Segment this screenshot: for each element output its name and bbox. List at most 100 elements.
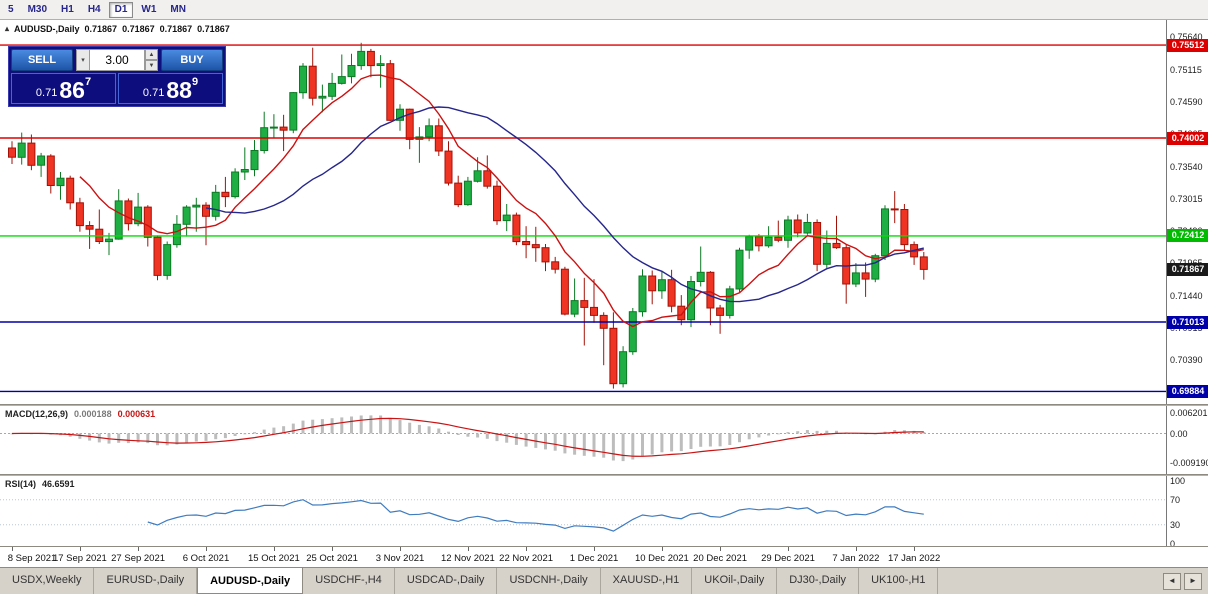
buy-price-display[interactable]: 0.71 88 9 (118, 73, 223, 104)
date-tick (138, 547, 140, 551)
chart-tab-dj30[interactable]: DJ30-,Daily (777, 568, 860, 594)
tab-scroll-controls: ◄ ► (1163, 568, 1208, 594)
rsi-value: 46.6591 (42, 479, 75, 489)
macd-indicator-chart[interactable] (0, 406, 1166, 474)
chart-tab-eurusd[interactable]: EURUSD-,Daily (94, 568, 198, 594)
timeframe-button-h4[interactable]: H4 (82, 2, 107, 18)
price-level-badge: 0.72412 (1167, 229, 1208, 243)
macd-header: MACD(12,26,9) 0.000188 0.000631 (5, 409, 155, 419)
price-axis-label: 0.70390 (1170, 355, 1203, 366)
timeframe-button-d1[interactable]: D1 (108, 1, 134, 18)
macd-label: MACD(12,26,9) (5, 409, 69, 419)
date-label: 12 Nov 2021 (440, 553, 495, 564)
timeframe-button-w1[interactable]: W1 (135, 2, 162, 18)
price-axis-label: 0.75640 (1170, 32, 1203, 43)
symbol-label: AUDUSD-,Daily (14, 24, 80, 34)
buy-price-big: 88 (166, 77, 192, 103)
date-tick (855, 547, 857, 551)
price-level-badge: 0.69884 (1167, 384, 1208, 398)
chart-tab-usdchf[interactable]: USDCHF-,H4 (303, 568, 395, 594)
date-label: 17 Sep 2021 (52, 553, 107, 564)
chart-tab-usdcnh[interactable]: USDCNH-,Daily (497, 568, 601, 594)
one-click-trade-panel: SELL ▾ 3.00 ▲ ▼ BUY 0.71 86 7 0.71 88 9 (8, 46, 226, 107)
date-label: 7 Jan 2022 (832, 553, 880, 564)
price-level-badge: 0.71867 (1167, 262, 1208, 276)
ohlc-high: 0.71867 (122, 24, 155, 34)
date-label: 6 Oct 2021 (182, 553, 230, 564)
date-label: 27 Sep 2021 (111, 553, 166, 564)
tabs-scroll-right-button[interactable]: ► (1184, 572, 1202, 590)
date-label: 10 Dec 2021 (634, 553, 689, 564)
ohlc-close: 0.71867 (197, 24, 230, 34)
sell-button[interactable]: SELL (11, 49, 73, 71)
date-label: 20 Dec 2021 (693, 553, 748, 564)
sell-price-sup: 7 (84, 76, 92, 88)
date-label: 22 Nov 2021 (499, 553, 554, 564)
date-tick (788, 547, 789, 551)
date-tick (720, 547, 722, 551)
date-tick (467, 547, 469, 551)
tabs-scroll-left-button[interactable]: ◄ (1163, 572, 1181, 590)
timeframe-button-m30[interactable]: M30 (22, 2, 53, 18)
date-tick (661, 547, 663, 551)
rsi-axis-label: 30 (1170, 519, 1181, 530)
macd-signal-value: 0.000631 (117, 409, 156, 419)
timeframe-button-mn[interactable]: MN (164, 2, 192, 18)
price-axis-label: 0.75115 (1170, 64, 1202, 75)
macd-axis-label: 0.006201 (1170, 408, 1208, 419)
rsi-axis-label: 100 (1170, 476, 1186, 486)
price-axis[interactable]: 0.756400.751150.745900.740650.735400.730… (1166, 20, 1208, 549)
panel-separator[interactable] (0, 474, 1208, 476)
chart-tab-ukoil[interactable]: UKOil-,Daily (692, 568, 778, 594)
rsi-indicator-chart[interactable] (0, 476, 1166, 546)
rsi-axis-label: 70 (1170, 494, 1181, 505)
timeframe-toolbar: 5 M30 H1 H4 D1 W1 MN (0, 0, 1208, 20)
date-tick (206, 547, 207, 551)
lot-size-input[interactable]: 3.00 (90, 49, 145, 71)
chart-tab-usdx[interactable]: USDX,Weekly (0, 568, 95, 594)
price-level-badge: 0.74002 (1167, 131, 1208, 145)
date-label: 3 Nov 2021 (375, 553, 425, 564)
price-axis-label: 0.73540 (1170, 161, 1203, 172)
chart-tab-uk100[interactable]: UK100-,H1 (859, 568, 939, 594)
collapse-icon[interactable]: ▴ (5, 24, 10, 33)
macd-axis-label: 0.00 (1170, 428, 1188, 439)
rsi-canvas[interactable] (0, 476, 1166, 546)
date-tick (273, 547, 275, 551)
date-label: 1 Dec 2021 (569, 553, 619, 564)
price-level-badge: 0.71013 (1167, 315, 1208, 329)
rsi-indicator-panel[interactable]: RSI(14) 46.6591 (0, 476, 1166, 546)
panel-separator (0, 546, 1208, 547)
date-label: 15 Oct 2021 (248, 553, 300, 564)
price-axis-label: 0.73015 (1170, 193, 1203, 204)
chart-ohlc-header: ▴ AUDUSD-,Daily 0.71867 0.71867 0.71867 … (5, 24, 230, 34)
lot-dropdown-button[interactable]: ▾ (76, 49, 90, 71)
chart-tab-xauusd[interactable]: XAUUSD-,H1 (601, 568, 693, 594)
lot-decrease-button[interactable]: ▼ (145, 60, 158, 71)
panel-separator[interactable] (0, 404, 1208, 406)
date-tick (12, 547, 13, 551)
buy-button[interactable]: BUY (161, 49, 223, 71)
rsi-header: RSI(14) 46.6591 (5, 479, 75, 489)
main-chart-canvas[interactable] (0, 20, 1166, 404)
buy-price-prefix: 0.71 (142, 87, 165, 99)
timeframe-button-h1[interactable]: H1 (55, 2, 80, 18)
price-axis-label: 0.71440 (1170, 290, 1203, 301)
macd-main-value: 0.000188 (74, 409, 112, 419)
lot-increase-button[interactable]: ▲ (145, 49, 158, 60)
candlestick-chart[interactable] (0, 20, 1166, 404)
time-axis[interactable]: 8 Sep 2021 17 Sep 2021 27 Sep 2021 6 Oct 20… (0, 547, 1208, 567)
date-tick (594, 547, 595, 551)
macd-axis-label: -0.009190 (1170, 458, 1208, 469)
timeframe-button-5[interactable]: 5 (2, 2, 20, 18)
macd-canvas[interactable] (0, 406, 1166, 474)
price-chart-panel[interactable]: ▴ AUDUSD-,Daily 0.71867 0.71867 0.71867 … (0, 20, 1166, 404)
chart-tab-audusd[interactable]: AUDUSD-,Daily (197, 568, 304, 594)
rsi-axis-label: 0 (1170, 538, 1176, 549)
date-label: 29 Dec 2021 (761, 553, 815, 564)
chart-tab-usdcad[interactable]: USDCAD-,Daily (395, 568, 498, 594)
macd-indicator-panel[interactable]: MACD(12,26,9) 0.000188 0.000631 (0, 406, 1166, 474)
rsi-label: RSI(14) (5, 479, 37, 489)
sell-price-display[interactable]: 0.71 86 7 (11, 73, 116, 104)
